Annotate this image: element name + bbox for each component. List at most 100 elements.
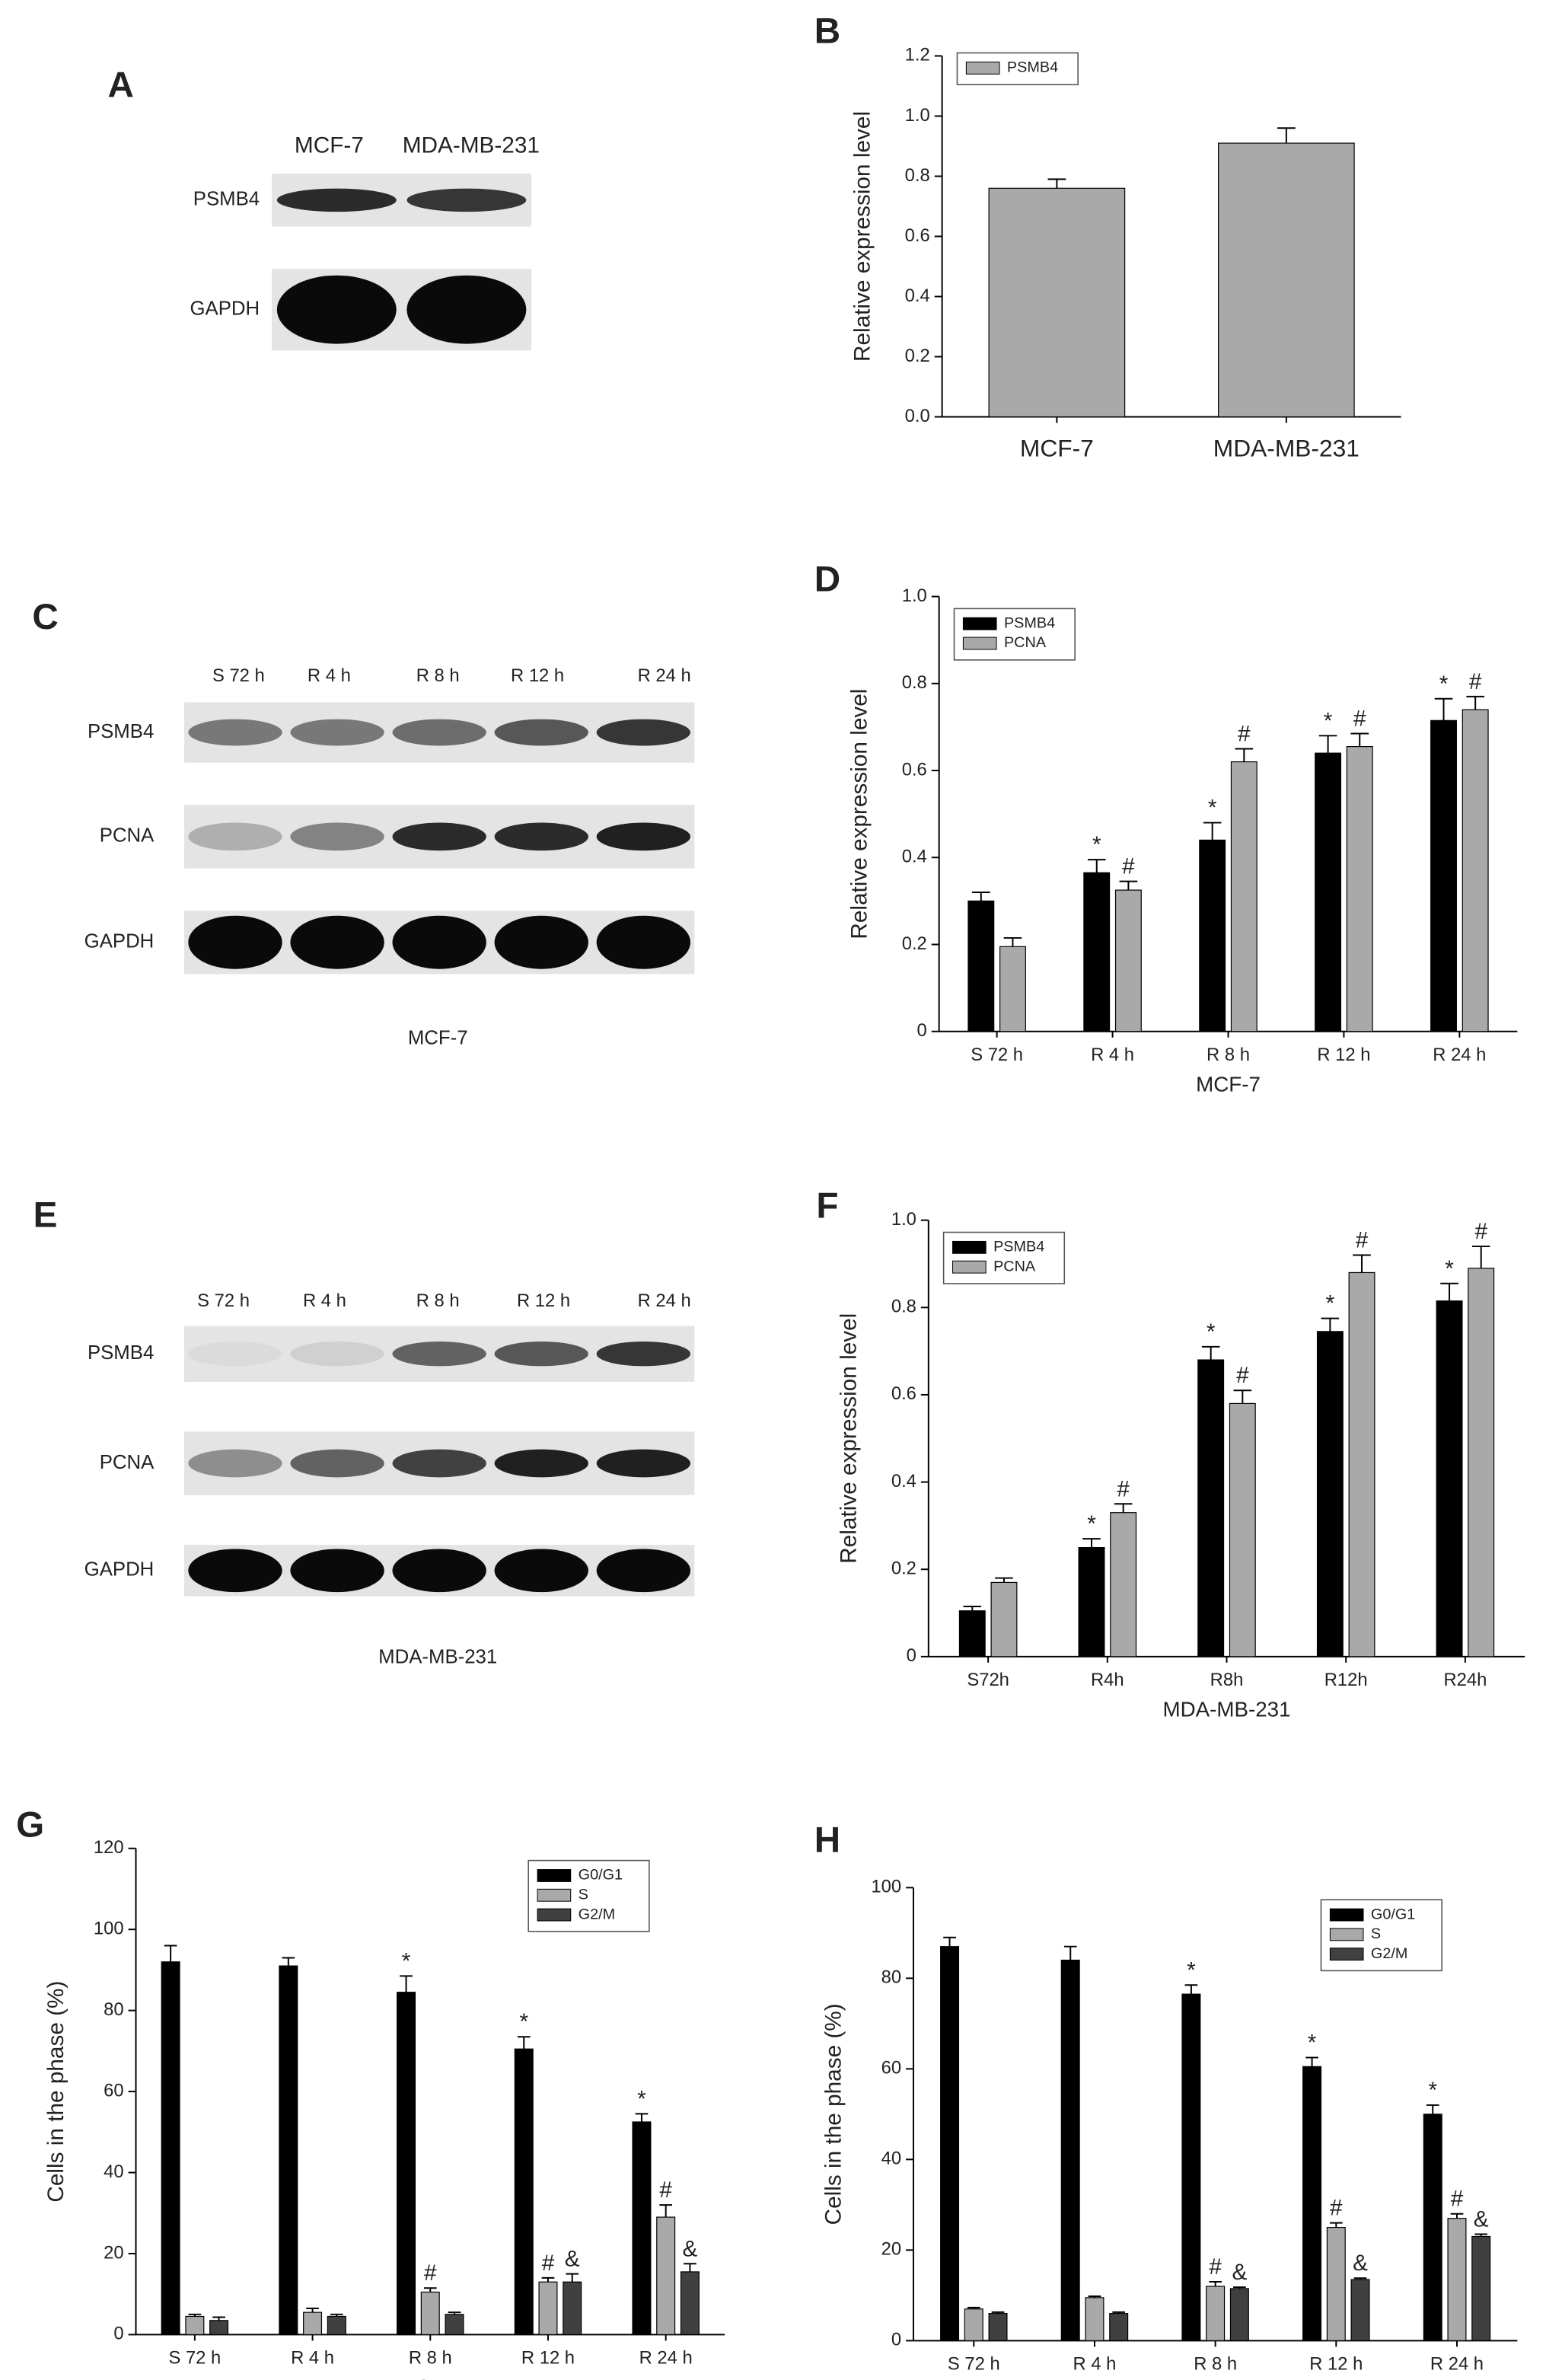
row-label: PSMB4: [193, 189, 260, 210]
x-tick-label: R 24 h: [1430, 2353, 1484, 2374]
significance-marker: #: [659, 2177, 672, 2203]
x-tick-label: R 8 h: [409, 2347, 452, 2368]
band: [290, 1342, 384, 1367]
lane-label: S 72 h: [197, 1290, 250, 1311]
y-tick-label: 20: [881, 2239, 901, 2260]
legend-label: G0/G1: [1371, 1906, 1415, 1922]
error-bar: [1426, 2104, 1439, 2114]
panel-letter: A: [107, 65, 133, 106]
error-bar: [1233, 2286, 1246, 2289]
band: [188, 1342, 282, 1367]
significance-marker: *: [1208, 796, 1217, 821]
bar: [632, 2121, 652, 2336]
significance-marker: *: [1207, 1319, 1216, 1345]
significance-marker: *: [1439, 672, 1449, 697]
x-tick-label: R 8 h: [1207, 1045, 1250, 1065]
bar: [1468, 1268, 1495, 1657]
error-bar: [684, 2263, 696, 2272]
band: [392, 719, 486, 746]
bar: [538, 2281, 558, 2336]
lane-label: MDA-MB-231: [403, 132, 540, 158]
legend-swatch: [537, 1888, 572, 1902]
significance-marker: #: [1469, 669, 1482, 694]
bar: [1230, 761, 1258, 1032]
y-tick-label: 0.0: [905, 406, 930, 426]
band: [290, 822, 384, 851]
error-bar: [1474, 2233, 1488, 2237]
row-label: GAPDH: [84, 1559, 155, 1581]
y-tick-label: 40: [881, 2149, 901, 2169]
significance-marker: *: [1087, 1511, 1096, 1536]
x-axis-label: MDA-MB-231: [1162, 1698, 1290, 1721]
bar: [161, 1961, 180, 2336]
y-tick-label: 1.0: [902, 585, 927, 606]
error-bar: [1434, 697, 1453, 721]
band: [596, 1549, 691, 1593]
bar: [303, 2311, 323, 2336]
x-axis-label: MCF-7: [398, 2375, 463, 2380]
bar: [445, 2314, 464, 2336]
legend-label: PSMB4: [993, 1239, 1044, 1255]
error-bar: [659, 2204, 673, 2218]
significance-marker: #: [1353, 706, 1366, 731]
bar: [563, 2281, 582, 2336]
legend-swatch: [1329, 1948, 1364, 1961]
bar: [1060, 1959, 1080, 2341]
significance-marker: *: [1445, 1256, 1454, 1281]
significance-marker: #: [1117, 1476, 1130, 1501]
y-tick-label: 0.2: [891, 1558, 916, 1579]
panel-letter: D: [814, 559, 840, 599]
bar: [1181, 1993, 1201, 2341]
significance-marker: #: [1122, 854, 1135, 879]
legend-swatch: [1329, 1908, 1364, 1922]
error-bar: [1119, 880, 1138, 891]
lane-label: S 72 h: [212, 665, 265, 686]
bar: [1447, 2218, 1467, 2341]
y-tick-label: 1.2: [905, 45, 930, 65]
y-tick-label: 20: [104, 2242, 123, 2263]
error-bar: [212, 2316, 225, 2321]
bar: [1197, 1359, 1225, 1657]
blot-caption: MCF-7: [408, 1027, 468, 1048]
band: [596, 1449, 691, 1478]
y-tick-label: 100: [871, 1877, 901, 1897]
bar: [988, 187, 1126, 418]
significance-marker: #: [1236, 1363, 1249, 1388]
y-tick-label: 0.2: [905, 346, 930, 366]
x-tick-label: S 72 h: [168, 2347, 221, 2368]
x-tick-label: R 12 h: [1317, 1045, 1370, 1065]
y-tick-label: 40: [104, 2161, 123, 2182]
significance-marker: #: [1238, 721, 1251, 746]
significance-marker: *: [1428, 2078, 1437, 2103]
significance-marker: &: [565, 2247, 580, 2272]
error-bar: [1450, 2213, 1464, 2219]
bar: [988, 2313, 1008, 2341]
lane-label: R 24 h: [638, 1290, 691, 1311]
x-tick-label: MCF-7: [1020, 435, 1094, 462]
significance-marker: &: [1353, 2251, 1368, 2276]
significance-marker: &: [682, 2236, 697, 2261]
error-bar: [1305, 2056, 1318, 2067]
y-tick-label: 0: [917, 1020, 927, 1041]
error-bar: [1201, 1345, 1220, 1361]
y-tick-label: 0.4: [905, 286, 930, 306]
bar: [656, 2216, 676, 2336]
error-bar: [1047, 178, 1066, 189]
y-tick-label: 80: [104, 1999, 123, 2020]
error-bar: [991, 2311, 1005, 2314]
significance-marker: #: [424, 2260, 437, 2286]
significance-marker: *: [1326, 1291, 1335, 1316]
error-bar: [1466, 695, 1484, 710]
panel-letter: G: [16, 1805, 44, 1846]
lane-label: R 4 h: [308, 665, 351, 686]
y-axis-label: Cells in the phase (%): [821, 2003, 846, 2225]
error-bar: [1088, 2295, 1101, 2298]
bar: [1229, 2288, 1249, 2341]
band: [494, 1449, 588, 1478]
significance-marker: *: [1187, 1957, 1196, 1983]
y-tick-label: 0.6: [902, 759, 927, 780]
bar: [1350, 2279, 1370, 2341]
bar: [1430, 719, 1457, 1032]
bar: [999, 946, 1026, 1032]
